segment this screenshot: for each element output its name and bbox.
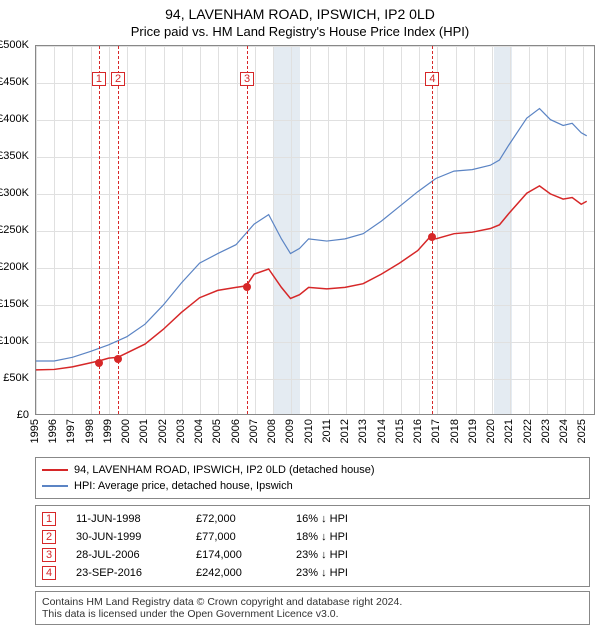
- x-tick-label: 2011: [321, 419, 333, 443]
- sales-table-date: 28-JUL-2006: [76, 549, 176, 561]
- sales-table-row: 4 23-SEP-2016 £242,000 23% ↓ HPI: [42, 564, 583, 582]
- x-tick-label: 2020: [485, 419, 497, 443]
- x-tick-label: 2010: [303, 419, 315, 443]
- x-tick-label: 1996: [47, 419, 59, 443]
- x-tick-label: 2016: [412, 419, 424, 443]
- sale-dot: [428, 233, 436, 241]
- x-tick-label: 2009: [284, 419, 296, 443]
- chart-container: 94, LAVENHAM ROAD, IPSWICH, IP2 0LD Pric…: [0, 6, 600, 626]
- legend-row: 94, LAVENHAM ROAD, IPSWICH, IP2 0LD (det…: [42, 462, 583, 478]
- sales-table-price: £242,000: [196, 567, 276, 579]
- x-tick-label: 2012: [339, 419, 351, 443]
- footer-line-2: This data is licensed under the Open Gov…: [42, 608, 583, 620]
- sales-table-price: £174,000: [196, 549, 276, 561]
- sale-marker: 3: [240, 72, 254, 86]
- legend: 94, LAVENHAM ROAD, IPSWICH, IP2 0LD (det…: [35, 457, 590, 499]
- plot-border: 12 3 4: [35, 45, 595, 415]
- x-tick-label: 2008: [266, 419, 278, 443]
- sales-table-hpi: 23% ↓ HPI: [296, 567, 386, 579]
- x-tick-label: 2024: [558, 419, 570, 443]
- chart-title: 94, LAVENHAM ROAD, IPSWICH, IP2 0LD: [0, 6, 600, 22]
- y-tick-label: £200K: [0, 261, 29, 273]
- plot-area: £0£50K£100K£150K£200K£250K£300K£350K£400…: [35, 45, 595, 415]
- legend-swatch: [42, 469, 68, 471]
- chart-subtitle: Price paid vs. HM Land Registry's House …: [0, 24, 600, 39]
- sales-table-price: £77,000: [196, 531, 276, 543]
- sale-dot: [95, 359, 103, 367]
- x-tick-label: 2007: [248, 419, 260, 443]
- x-tick-label: 2015: [394, 419, 406, 443]
- y-tick-label: £350K: [0, 150, 29, 162]
- sales-table-price: £72,000: [196, 513, 276, 525]
- x-tick-label: 2019: [467, 419, 479, 443]
- x-tick-label: 2002: [157, 419, 169, 443]
- sales-table-marker: 4: [42, 566, 56, 580]
- x-tick-label: 1998: [84, 419, 96, 443]
- x-tick-label: 1999: [102, 419, 114, 443]
- sale-marker: 4: [425, 72, 439, 86]
- x-tick-label: 1995: [29, 419, 41, 443]
- x-tick-label: 2006: [230, 419, 242, 443]
- y-tick-label: £400K: [0, 113, 29, 125]
- sales-table-hpi: 18% ↓ HPI: [296, 531, 386, 543]
- sale-marker: 2: [111, 72, 125, 86]
- footer-line-1: Contains HM Land Registry data © Crown c…: [42, 596, 583, 608]
- y-tick-label: £500K: [0, 39, 29, 51]
- x-tick-label: 2023: [540, 419, 552, 443]
- sale-marker: 1: [92, 72, 106, 86]
- sales-table-hpi: 16% ↓ HPI: [296, 513, 386, 525]
- sales-table-row: 3 28-JUL-2006 £174,000 23% ↓ HPI: [42, 546, 583, 564]
- y-tick-label: £0: [17, 409, 29, 421]
- x-tick-label: 2017: [430, 419, 442, 443]
- x-tick-label: 2013: [357, 419, 369, 443]
- y-tick-label: £100K: [0, 335, 29, 347]
- x-tick-label: 2003: [175, 419, 187, 443]
- y-tick-label: £450K: [0, 76, 29, 88]
- legend-swatch: [42, 485, 68, 487]
- sales-table-marker: 3: [42, 548, 56, 562]
- sales-table: 1 11-JUN-1998 £72,000 16% ↓ HPI 2 30-JUN-1999…: [35, 505, 590, 587]
- sale-dot: [243, 283, 251, 291]
- sale-dot: [114, 355, 122, 363]
- y-tick-label: £50K: [3, 372, 29, 384]
- sales-table-row: 1 11-JUN-1998 £72,000 16% ↓ HPI: [42, 510, 583, 528]
- sales-table-row: 2 30-JUN-1999 £77,000 18% ↓ HPI: [42, 528, 583, 546]
- sale-line: [247, 46, 248, 414]
- x-tick-label: 2025: [576, 419, 588, 443]
- legend-row: HPI: Average price, detached house, Ipsw…: [42, 478, 583, 494]
- x-tick-label: 2004: [193, 419, 205, 443]
- x-tick-label: 2005: [211, 419, 223, 443]
- sales-table-marker: 2: [42, 530, 56, 544]
- legend-label: HPI: Average price, detached house, Ipsw…: [74, 480, 293, 492]
- sales-table-hpi: 23% ↓ HPI: [296, 549, 386, 561]
- sales-table-marker: 1: [42, 512, 56, 526]
- sales-table-date: 11-JUN-1998: [76, 513, 176, 525]
- x-tick-label: 2000: [120, 419, 132, 443]
- x-tick-label: 2018: [449, 419, 461, 443]
- x-tick-label: 2022: [522, 419, 534, 443]
- y-tick-label: £150K: [0, 298, 29, 310]
- y-tick-label: £300K: [0, 187, 29, 199]
- sale-line: [432, 46, 433, 414]
- legend-label: 94, LAVENHAM ROAD, IPSWICH, IP2 0LD (det…: [74, 464, 375, 476]
- sales-table-date: 30-JUN-1999: [76, 531, 176, 543]
- sales-table-date: 23-SEP-2016: [76, 567, 176, 579]
- x-tick-label: 1997: [65, 419, 77, 443]
- x-tick-label: 2021: [503, 419, 515, 443]
- y-tick-label: £250K: [0, 224, 29, 236]
- x-tick-label: 2001: [138, 419, 150, 443]
- x-tick-label: 2014: [376, 419, 388, 443]
